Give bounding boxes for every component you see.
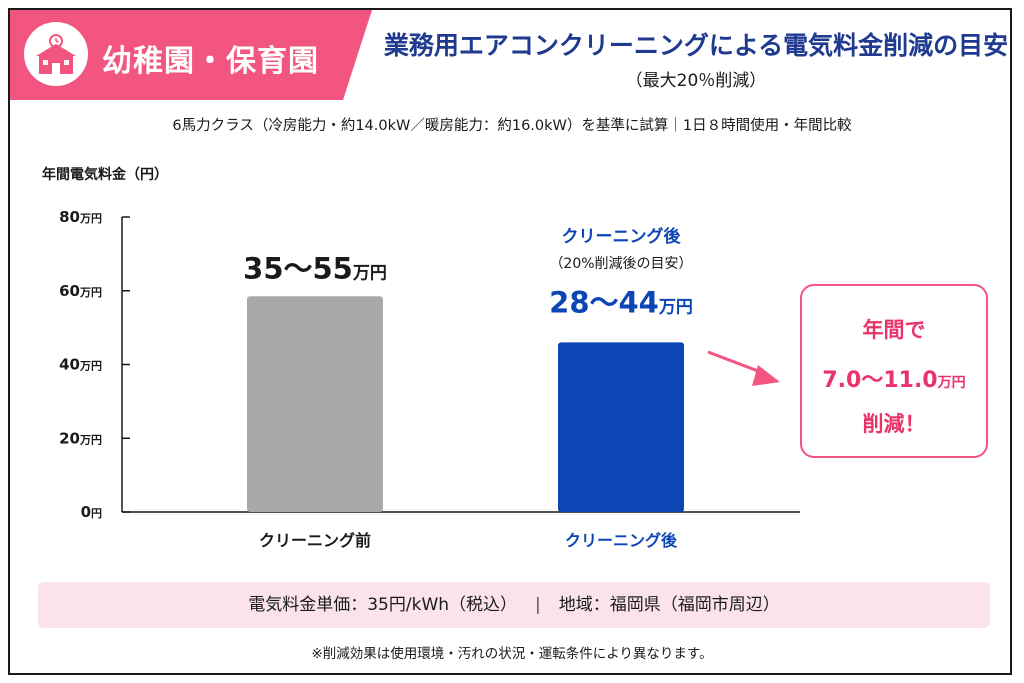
condition-text: 6馬力クラス（冷房能力・約14.0kW／暖房能力：約16.0kW）を基準に試算｜… [172,118,852,134]
y-tick-label: 60万円 [59,282,102,300]
category-banner: 幼稚園・保育園 [10,10,372,100]
bar-chart: 0円20万円40万円60万円80万円35〜55万円クリーニング前28〜44万円ク… [59,208,800,550]
infographic-frame: 幼稚園・保育園 業務用エアコンクリーニングによる電気料金削減の目安 （最大20％… [8,8,1012,675]
unit-price-text: 電気料金単価：35円/kWh（税込） [248,595,518,615]
bar [247,296,383,512]
x-tick-label: クリーニング後 [565,531,678,550]
savings-line1: 年間で [862,318,926,342]
savings-callout: 年間で 7.0〜11.0万円 削減！ [800,284,988,458]
savings-arrow-line [707,350,767,376]
bar [558,342,684,512]
bar-header-title: クリーニング後 [562,226,682,247]
page-subtitle: （最大20％削減） [625,71,767,91]
x-tick-label: クリーニング前 [259,531,371,550]
savings-amount: 7.0〜11.0 [822,368,938,393]
region-text: 地域：福岡県（福岡市周辺） [558,595,780,615]
y-tick-label: 0円 [81,503,102,521]
savings-unit: 万円 [937,375,966,391]
y-axis-label: 年間電気料金（円） [42,167,168,183]
savings-line3: 削減！ [862,412,926,436]
page-title: 業務用エアコンクリーニングによる電気料金削減の目安 [383,31,1009,60]
savings-arrow-icon [752,365,780,386]
y-tick-label: 20万円 [59,429,102,447]
separator: | [535,595,541,615]
bar-value-label: 28〜44万円 [549,285,693,319]
category-label: 幼稚園・保育園 [102,44,319,79]
school-building-icon [24,22,88,86]
y-tick-label: 80万円 [59,208,102,226]
bar-value-label: 35〜55万円 [243,251,387,285]
disclaimer-note: ※削減効果は使用環境・汚れの状況・運転条件により異なります。 [311,646,713,662]
y-tick-label: 40万円 [59,356,102,374]
price-info-bar: 電気料金単価：35円/kWh（税込） | 地域：福岡県（福岡市周辺） [38,582,990,628]
savings-amount-line: 7.0〜11.0万円 [802,362,986,394]
bar-header-subtitle: （20%削減後の目安） [549,255,692,272]
